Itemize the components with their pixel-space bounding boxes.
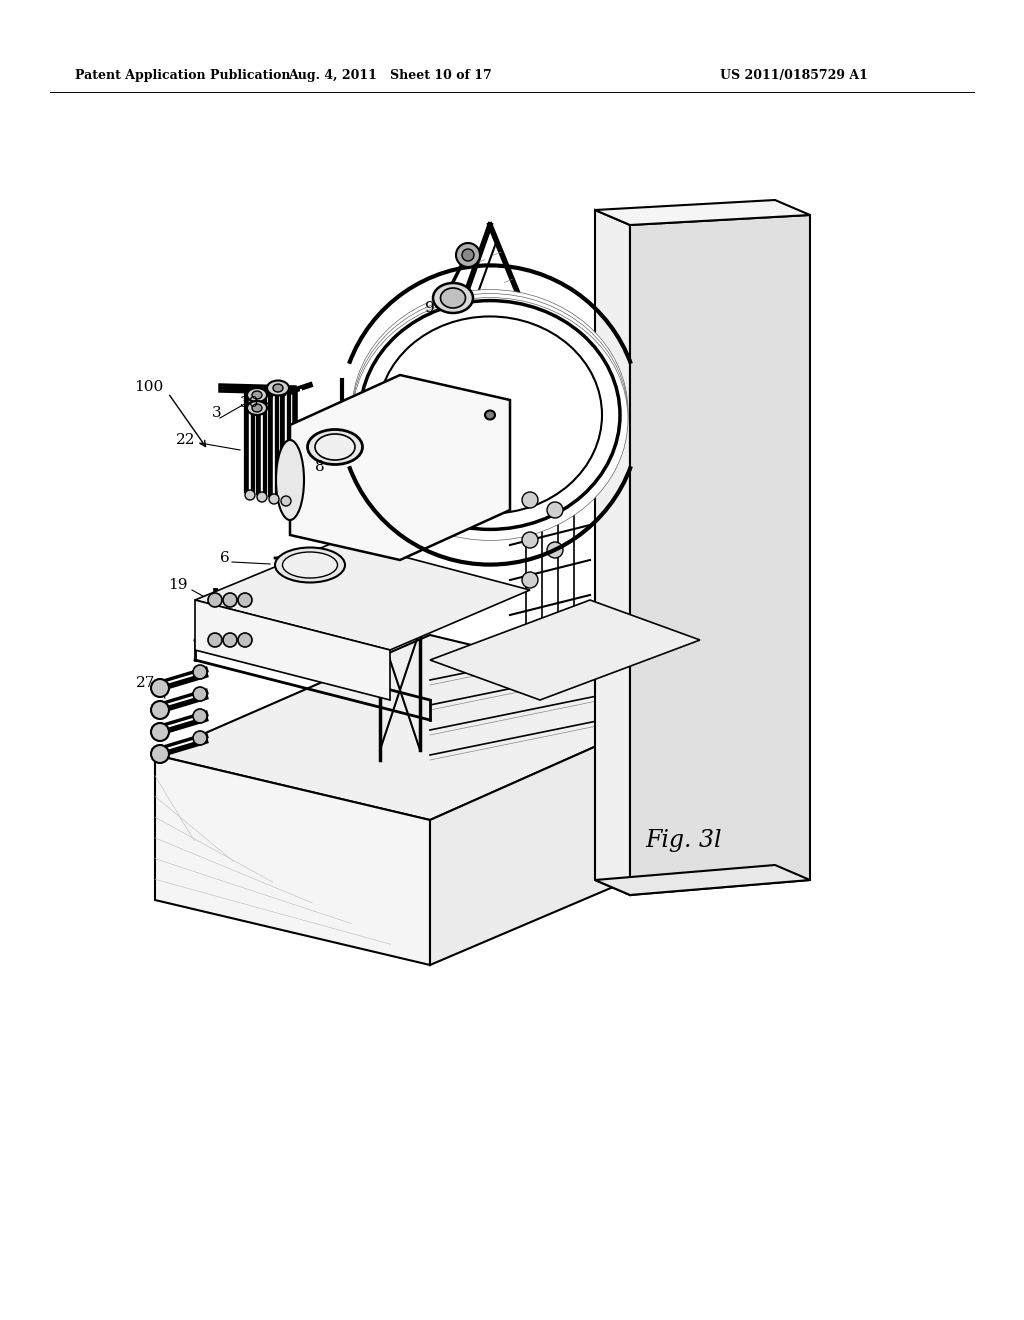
Ellipse shape bbox=[352, 293, 628, 536]
Ellipse shape bbox=[283, 552, 338, 578]
Text: 3: 3 bbox=[212, 407, 222, 420]
Circle shape bbox=[223, 634, 237, 647]
Circle shape bbox=[269, 494, 279, 504]
Polygon shape bbox=[430, 601, 700, 700]
Circle shape bbox=[208, 593, 222, 607]
Circle shape bbox=[522, 572, 538, 587]
Circle shape bbox=[547, 502, 563, 517]
Ellipse shape bbox=[440, 288, 466, 308]
Circle shape bbox=[456, 243, 480, 267]
Ellipse shape bbox=[352, 297, 628, 540]
Circle shape bbox=[193, 686, 207, 701]
Ellipse shape bbox=[267, 380, 289, 396]
Polygon shape bbox=[595, 865, 810, 895]
Ellipse shape bbox=[273, 384, 283, 392]
Circle shape bbox=[151, 701, 169, 719]
Text: 100: 100 bbox=[134, 380, 163, 393]
Polygon shape bbox=[430, 700, 700, 965]
Circle shape bbox=[547, 543, 563, 558]
Polygon shape bbox=[595, 210, 630, 895]
Circle shape bbox=[462, 249, 474, 261]
Circle shape bbox=[193, 665, 207, 678]
Polygon shape bbox=[630, 215, 810, 895]
Ellipse shape bbox=[275, 548, 345, 582]
Ellipse shape bbox=[352, 289, 628, 532]
Circle shape bbox=[281, 496, 291, 506]
Text: Patent Application Publication: Patent Application Publication bbox=[75, 69, 291, 82]
Polygon shape bbox=[155, 635, 700, 820]
Ellipse shape bbox=[315, 434, 355, 459]
Ellipse shape bbox=[472, 399, 508, 430]
Ellipse shape bbox=[307, 429, 362, 465]
Circle shape bbox=[193, 709, 207, 723]
Circle shape bbox=[238, 634, 252, 647]
Polygon shape bbox=[195, 540, 530, 649]
Circle shape bbox=[151, 723, 169, 741]
Polygon shape bbox=[595, 201, 810, 224]
Ellipse shape bbox=[252, 404, 262, 412]
Circle shape bbox=[208, 634, 222, 647]
Circle shape bbox=[151, 678, 169, 697]
Ellipse shape bbox=[247, 401, 267, 414]
Circle shape bbox=[193, 731, 207, 744]
Circle shape bbox=[238, 593, 252, 607]
Circle shape bbox=[245, 490, 255, 500]
Text: 19: 19 bbox=[169, 578, 188, 591]
Ellipse shape bbox=[252, 391, 262, 399]
Text: 8: 8 bbox=[315, 459, 325, 474]
Circle shape bbox=[522, 492, 538, 508]
Text: 30: 30 bbox=[241, 396, 260, 411]
Text: 6: 6 bbox=[220, 550, 229, 565]
Circle shape bbox=[223, 593, 237, 607]
Ellipse shape bbox=[485, 411, 495, 420]
Circle shape bbox=[257, 492, 267, 502]
Text: Fig. 3l: Fig. 3l bbox=[645, 829, 722, 851]
Circle shape bbox=[522, 532, 538, 548]
Polygon shape bbox=[290, 375, 510, 560]
Ellipse shape bbox=[433, 282, 473, 313]
Text: 9: 9 bbox=[425, 301, 435, 315]
Ellipse shape bbox=[276, 440, 304, 520]
Text: 27: 27 bbox=[135, 676, 155, 690]
Ellipse shape bbox=[360, 301, 620, 529]
Ellipse shape bbox=[247, 388, 267, 403]
Polygon shape bbox=[195, 601, 390, 700]
Text: US 2011/0185729 A1: US 2011/0185729 A1 bbox=[720, 69, 868, 82]
Text: Aug. 4, 2011   Sheet 10 of 17: Aug. 4, 2011 Sheet 10 of 17 bbox=[288, 69, 492, 82]
Ellipse shape bbox=[378, 317, 602, 513]
Text: 22: 22 bbox=[175, 433, 195, 447]
Polygon shape bbox=[155, 755, 430, 965]
Circle shape bbox=[151, 744, 169, 763]
